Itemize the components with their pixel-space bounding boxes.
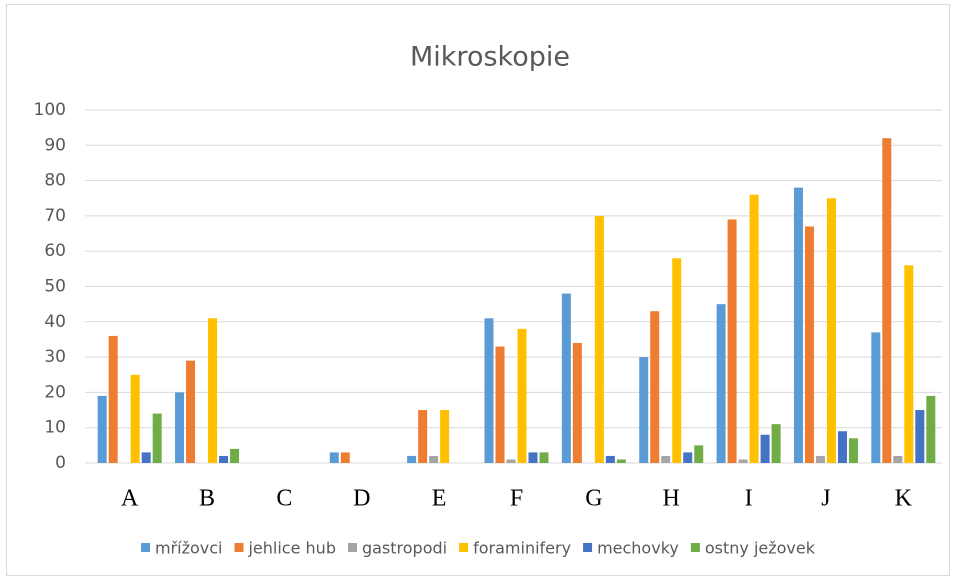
x-tick-label: G xyxy=(585,486,602,512)
bar xyxy=(141,452,151,463)
y-tick-label: 30 xyxy=(44,347,66,367)
y-tick-label: 20 xyxy=(44,382,66,402)
y-tick-label: 60 xyxy=(44,241,66,261)
bar xyxy=(672,258,682,463)
bar xyxy=(440,410,450,463)
bar xyxy=(616,459,626,463)
bar xyxy=(650,311,660,463)
x-tick-label: J xyxy=(821,486,830,512)
bar xyxy=(815,455,825,463)
y-tick-label: 90 xyxy=(44,135,66,155)
bar xyxy=(528,452,538,463)
y-tick-label: 100 xyxy=(34,100,66,120)
x-tick-label: D xyxy=(353,486,370,512)
bar xyxy=(230,448,240,463)
chart-border xyxy=(6,4,950,576)
x-tick-label: A xyxy=(121,486,139,512)
bar xyxy=(760,434,770,463)
x-tick-label: F xyxy=(510,486,523,512)
legend-label: mechovky xyxy=(597,539,679,558)
y-tick-label: 0 xyxy=(55,453,66,473)
bar xyxy=(329,452,339,463)
bar xyxy=(915,410,925,463)
bar xyxy=(738,459,748,463)
legend-swatch xyxy=(690,543,700,552)
bar xyxy=(727,219,737,463)
bar xyxy=(793,187,803,463)
bar xyxy=(605,455,615,463)
bar xyxy=(186,360,196,463)
bar xyxy=(219,455,229,463)
x-tick-label: H xyxy=(663,486,680,512)
chart-title: Mikroskopie xyxy=(410,42,570,73)
bar xyxy=(639,357,649,463)
bar xyxy=(340,452,350,463)
legend-label: jehlice hub xyxy=(247,539,335,558)
bar xyxy=(904,265,914,463)
bar xyxy=(407,455,417,463)
y-tick-label: 50 xyxy=(44,277,66,297)
bar xyxy=(661,455,671,463)
bar xyxy=(506,459,516,463)
x-tick-label: E xyxy=(432,486,447,512)
bar xyxy=(495,346,505,463)
bar xyxy=(97,395,107,463)
x-tick-label: B xyxy=(199,486,215,512)
legend-swatch xyxy=(583,543,593,552)
x-tick-label: K xyxy=(895,486,913,512)
bar xyxy=(208,318,218,463)
bar xyxy=(561,293,571,463)
bar xyxy=(893,455,903,463)
bar xyxy=(539,452,549,463)
legend-swatch xyxy=(140,543,150,552)
legend-label: gastropodi xyxy=(362,539,447,558)
bar xyxy=(484,318,494,463)
bar xyxy=(871,332,881,463)
bar xyxy=(837,431,847,463)
y-tick-label: 40 xyxy=(44,312,66,332)
bar xyxy=(517,328,527,463)
bar xyxy=(882,138,892,464)
legend-swatch xyxy=(459,543,469,552)
x-tick-label: I xyxy=(745,486,753,512)
bar xyxy=(594,215,604,463)
bar xyxy=(418,410,428,463)
bar xyxy=(108,335,118,463)
bar xyxy=(175,392,185,463)
legend-swatch xyxy=(347,543,357,552)
bar xyxy=(152,413,162,463)
y-tick-label: 10 xyxy=(44,418,66,438)
bar xyxy=(572,342,582,463)
bar xyxy=(826,198,836,463)
bar xyxy=(694,445,704,463)
bar xyxy=(749,194,759,463)
bar xyxy=(716,304,726,463)
bar xyxy=(683,452,693,463)
bar xyxy=(771,424,781,463)
y-tick-label: 70 xyxy=(44,206,66,226)
legend-label: foraminifery xyxy=(473,539,571,558)
legend-label: mřížovci xyxy=(155,539,223,558)
bar xyxy=(804,226,814,463)
bar xyxy=(848,438,858,463)
legend-label: ostny ježovek xyxy=(705,539,816,558)
bar xyxy=(429,455,439,463)
bar xyxy=(130,374,140,463)
y-tick-label: 80 xyxy=(44,171,66,191)
bar xyxy=(926,395,936,463)
x-tick-label: C xyxy=(276,486,292,512)
legend-swatch xyxy=(234,543,244,552)
